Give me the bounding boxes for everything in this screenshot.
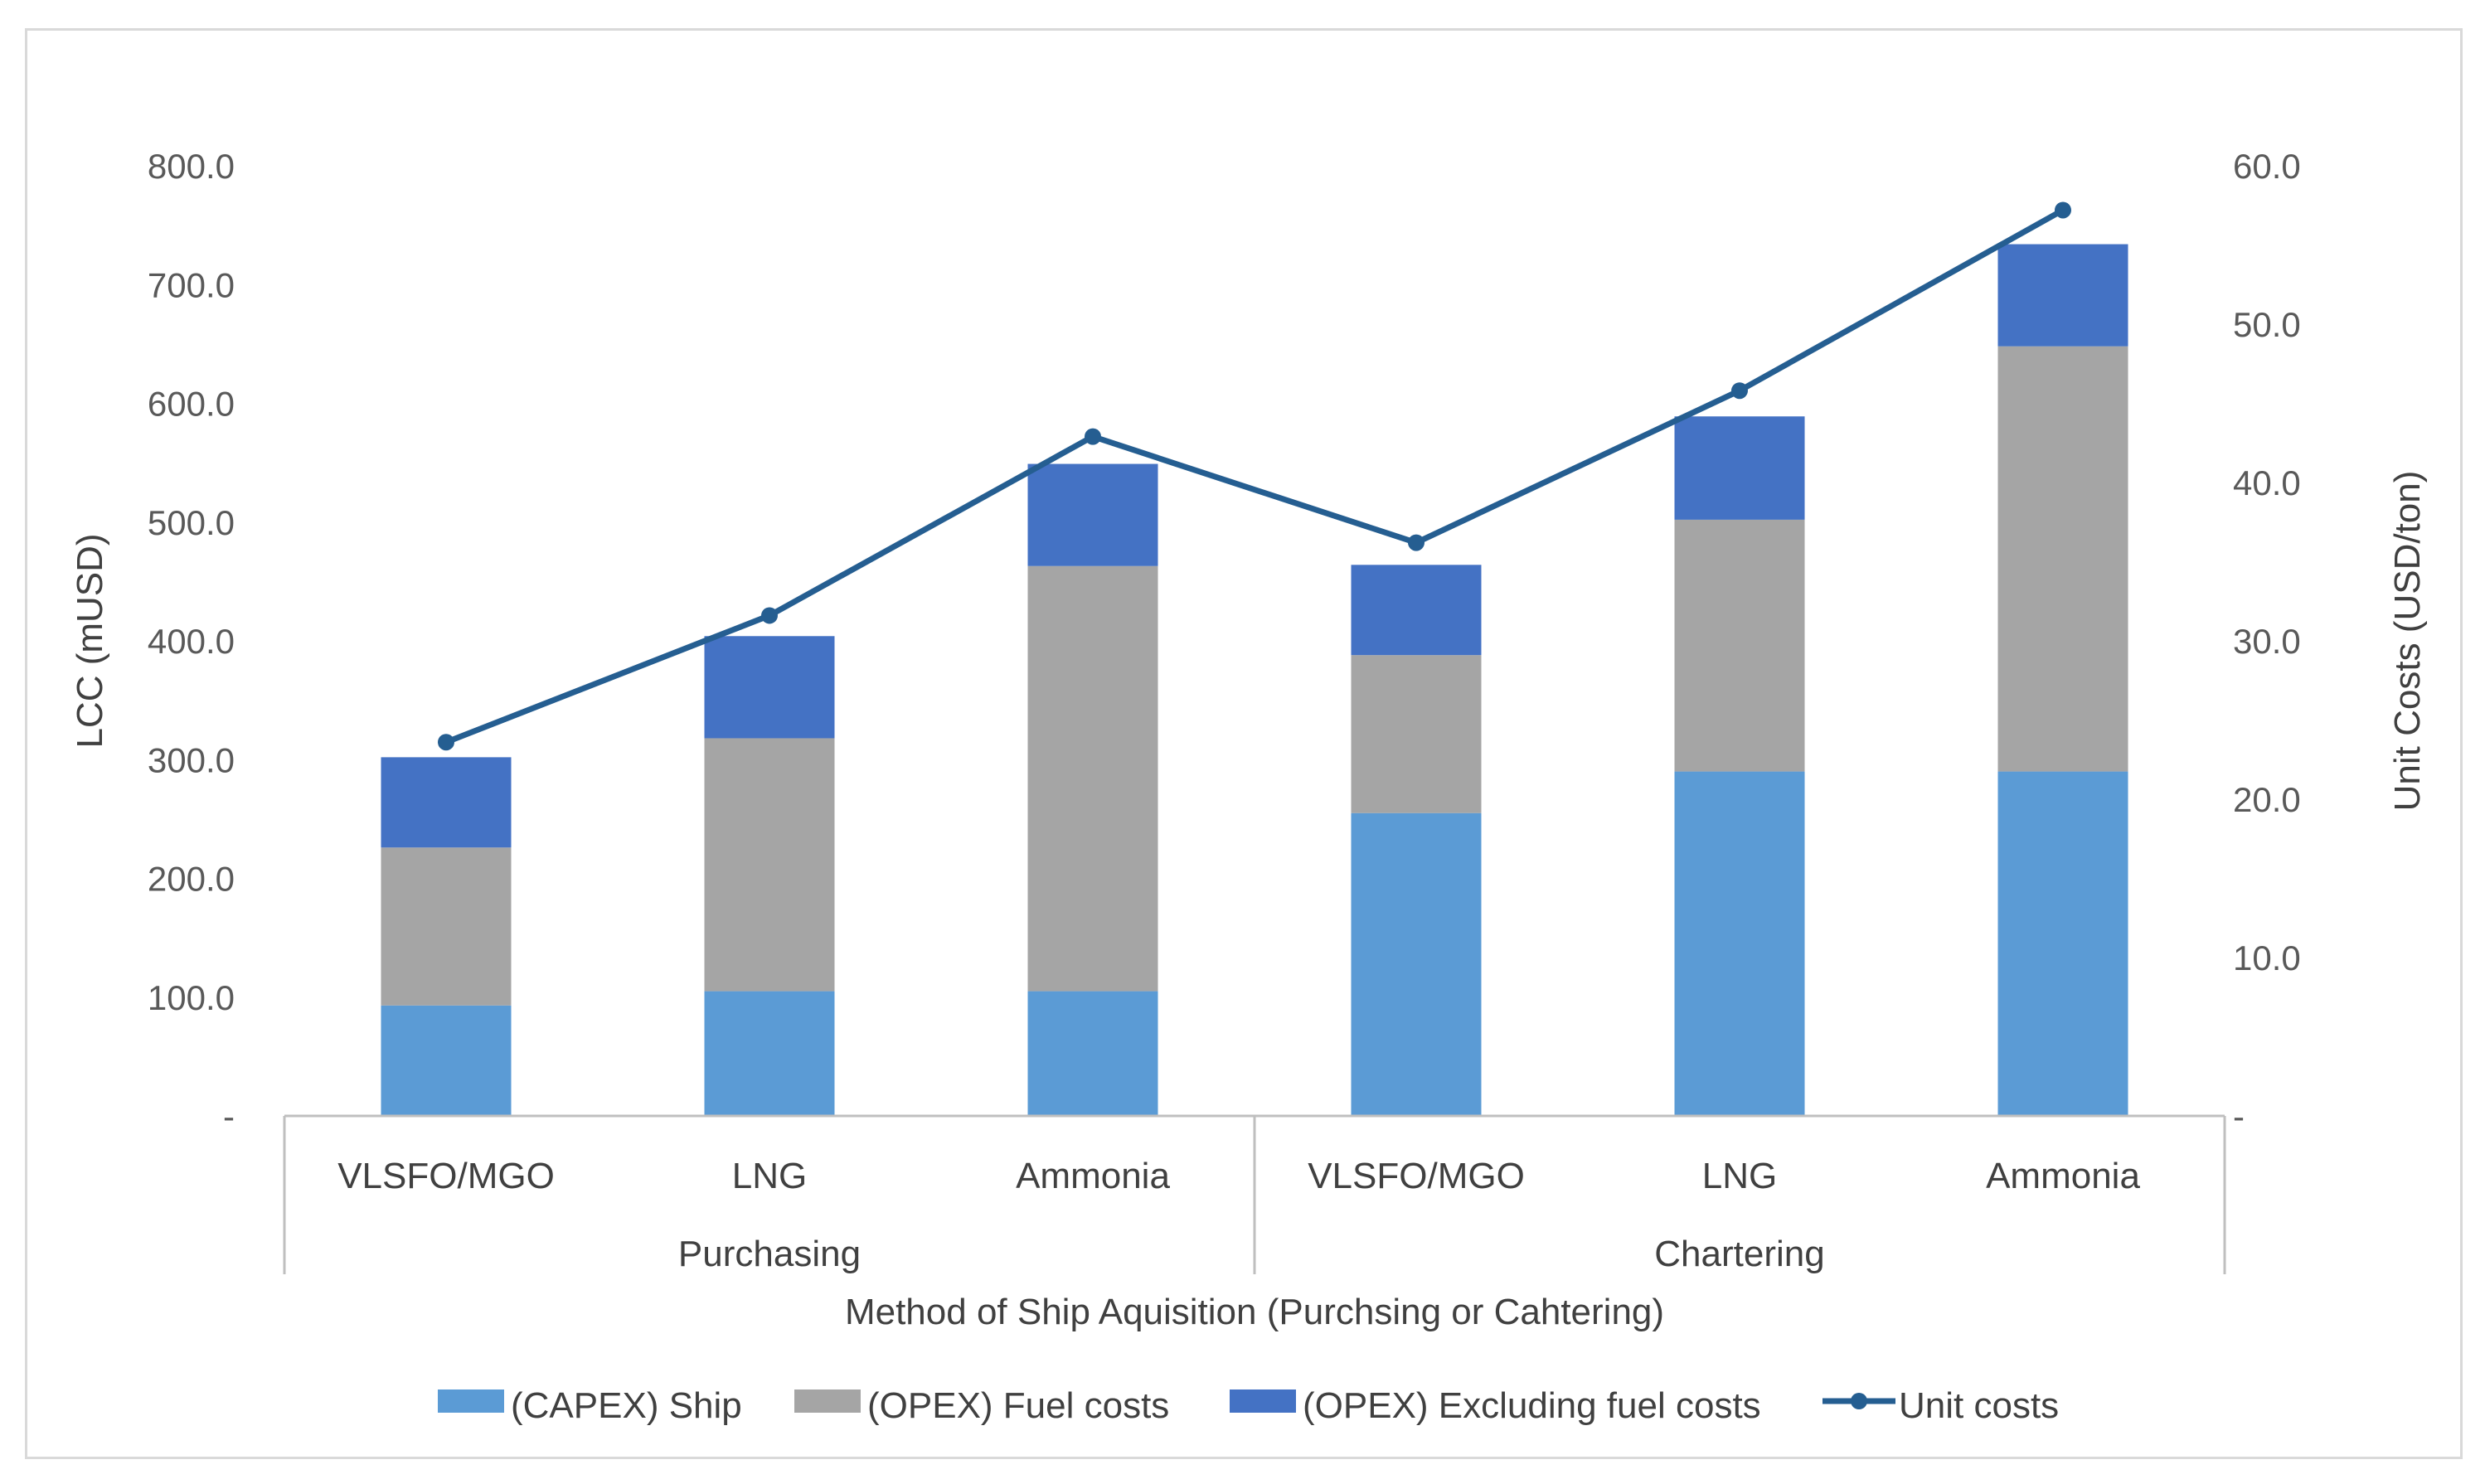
bar-segment [1351,655,1482,813]
unit-costs-point [1085,428,1101,445]
y-tick-label: 700.0 [148,265,235,304]
unit-costs-line [444,207,2065,745]
bar-segment [1674,519,1805,772]
y2-tick-label: 20.0 [2233,780,2301,819]
y-tick-label: 100.0 [148,978,235,1017]
combo-chart: - 100.0 200.0 300.0 400.0 500.0 600.0 700.0 800.… [70,147,2428,1426]
bar-segment [1027,463,1158,566]
unit-costs-point [1408,534,1425,551]
bar-segment [381,847,512,1006]
y2-tick-label: - [2233,1097,2245,1136]
legend-label: (CAPEX) Ship [511,1385,742,1426]
y2-tick-label: 40.0 [2233,463,2301,502]
y-tick-label: 300.0 [148,740,235,779]
legend-label: (OPEX) Fuel costs [867,1385,1169,1426]
bar-segment [1027,991,1158,1116]
bar-segment [1997,244,2128,347]
y-tick-label: 500.0 [148,503,235,542]
unit-costs-point [438,734,454,751]
y-tick-label: 600.0 [148,385,235,424]
legend-label: Unit costs [1899,1385,2059,1426]
y-axis-title: LCC (mUSD) [70,533,110,748]
legend: (CAPEX) Ship (OPEX) Fuel costs (OPEX) Excl… [438,1385,2059,1426]
x-category-label: LNG [1702,1156,1777,1196]
y2-tick-label: 30.0 [2233,622,2301,661]
y2-tick-label: 50.0 [2233,305,2301,344]
unit-costs-point [1731,382,1748,400]
x-category-label: VLSFO/MGO [337,1156,555,1196]
unit-costs-point [2055,201,2071,219]
y2-axis-title: Unit Costs (USD/ton) [2387,471,2428,812]
line-layer [438,201,2071,751]
legend-swatch [794,1389,861,1413]
legend-swatch [438,1389,504,1413]
axes-layer: - 100.0 200.0 300.0 400.0 500.0 600.0 700.0 800.… [70,147,2428,1332]
bar-segment [381,1005,512,1116]
bar-segment [1027,565,1158,992]
bar-segment [381,757,512,848]
y-tick-label: 800.0 [148,147,235,186]
x-group-label: Chartering [1654,1234,1824,1274]
x-category-label: LNG [732,1156,807,1196]
bar-segment [1674,416,1805,520]
legend-label: (OPEX) Excluding fuel costs [1303,1385,1761,1426]
x-category-label: Ammonia [1986,1156,2140,1196]
x-group-label: Purchasing [678,1234,861,1274]
chart-container: - 100.0 200.0 300.0 400.0 500.0 600.0 700.0 800.… [25,28,2463,1459]
unit-costs-point [761,607,778,624]
bar-segment [704,991,835,1116]
legend-swatch [1230,1389,1296,1413]
bar-segment [1997,346,2128,772]
bar-segment [1997,771,2128,1116]
y-tick-label: - [223,1097,235,1136]
legend-marker [1851,1393,1867,1409]
x-axis-title: Method of Ship Aquisition (Purchsing or … [845,1292,1664,1332]
bars-layer [381,244,2128,1116]
y2-tick-label: 60.0 [2233,147,2301,186]
bar-segment [1351,812,1482,1116]
bar-segment [704,738,835,992]
bar-segment [1351,565,1482,656]
bar-segment [704,636,835,739]
x-category-label: VLSFO/MGO [1308,1156,1525,1196]
x-category-label: Ammonia [1016,1156,1170,1196]
y-tick-label: 200.0 [148,860,235,899]
y2-tick-label: 10.0 [2233,938,2301,977]
bar-segment [1674,771,1805,1116]
y-tick-label: 400.0 [148,622,235,661]
